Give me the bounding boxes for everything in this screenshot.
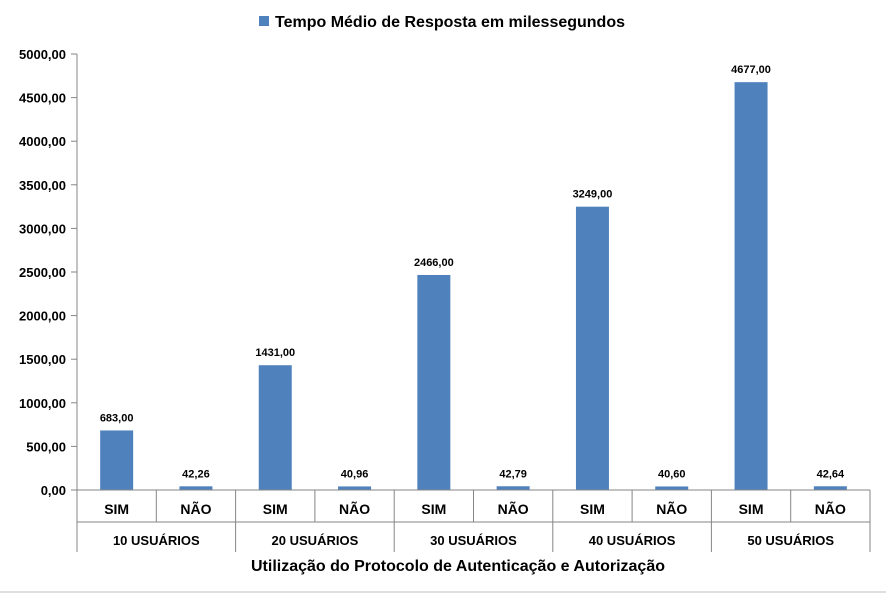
bar <box>100 430 134 490</box>
x-group-label: 50 USUÁRIOS <box>747 533 834 548</box>
bar <box>813 486 847 490</box>
bars <box>100 82 847 491</box>
y-tick-label: 2500,00 <box>19 265 66 280</box>
x-subcategory-label: NÃO <box>180 500 211 517</box>
data-label: 3249,00 <box>573 189 613 201</box>
y-tick-label: 1500,00 <box>19 352 66 367</box>
data-label: 683,00 <box>100 412 134 424</box>
bar <box>655 486 689 490</box>
bar <box>258 365 292 490</box>
y-tick-label: 4500,00 <box>19 91 66 106</box>
data-label: 2466,00 <box>414 257 454 269</box>
bar <box>417 274 451 490</box>
y-tick-label: 2000,00 <box>19 309 66 324</box>
x-subcategory-label: SIM <box>739 501 764 517</box>
x-subcategory-label: SIM <box>263 501 288 517</box>
data-label: 40,60 <box>658 468 686 480</box>
y-tick-label: 1000,00 <box>19 396 66 411</box>
x-group-label: 10 USUÁRIOS <box>113 533 200 548</box>
x-subcategory-label: NÃO <box>339 500 370 517</box>
data-label: 42,26 <box>182 468 210 480</box>
x-subcategory-label: NÃO <box>815 500 846 517</box>
data-label: 1431,00 <box>255 347 295 359</box>
bar <box>338 486 372 490</box>
bar <box>496 486 530 490</box>
x-subcategory-label: SIM <box>421 501 446 517</box>
data-label: 4677,00 <box>731 64 771 76</box>
data-labels: 683,00 42,26 1431,00 40,96 2466,00 42,79 3249,… <box>100 64 845 480</box>
legend-label: Tempo Médio de Resposta em milessegundos <box>275 14 625 31</box>
x-group-label: 30 USUÁRIOS <box>430 533 517 548</box>
x-axis-title: Utilização do Protocolo de Autenticação … <box>251 558 665 575</box>
x-subcategory-label: NÃO <box>656 500 687 517</box>
y-tick-label: 3500,00 <box>19 178 66 193</box>
x-subcategory-label: SIM <box>104 501 129 517</box>
bar <box>575 206 609 490</box>
x-axis-categories: SIM NÃO SIM NÃO SIM NÃO SIM NÃO SIM NÃO 10 USUÁRIO… <box>104 500 846 548</box>
bar <box>734 82 768 491</box>
y-tick-label: 0,00 <box>41 483 66 498</box>
x-subcategory-label: SIM <box>580 501 605 517</box>
x-subcategory-label: NÃO <box>498 500 529 517</box>
data-label: 40,96 <box>341 468 369 480</box>
bar <box>179 486 213 490</box>
data-label: 42,64 <box>817 468 845 480</box>
legend-swatch <box>259 16 269 26</box>
data-label: 42,79 <box>499 468 527 480</box>
x-group-label: 20 USUÁRIOS <box>272 533 359 548</box>
y-tick-label: 4000,00 <box>19 134 66 149</box>
axes <box>76 54 871 552</box>
x-group-label: 40 USUÁRIOS <box>589 533 676 548</box>
y-tick-label: 3000,00 <box>19 221 66 236</box>
legend: Tempo Médio de Resposta em milessegundos <box>259 14 625 31</box>
y-axis-ticks: 0,00 500,00 1000,00 1500,00 2000,00 2500,00 30… <box>19 47 77 498</box>
y-tick-label: 5000,00 <box>19 47 66 62</box>
y-tick-label: 500,00 <box>26 439 66 454</box>
